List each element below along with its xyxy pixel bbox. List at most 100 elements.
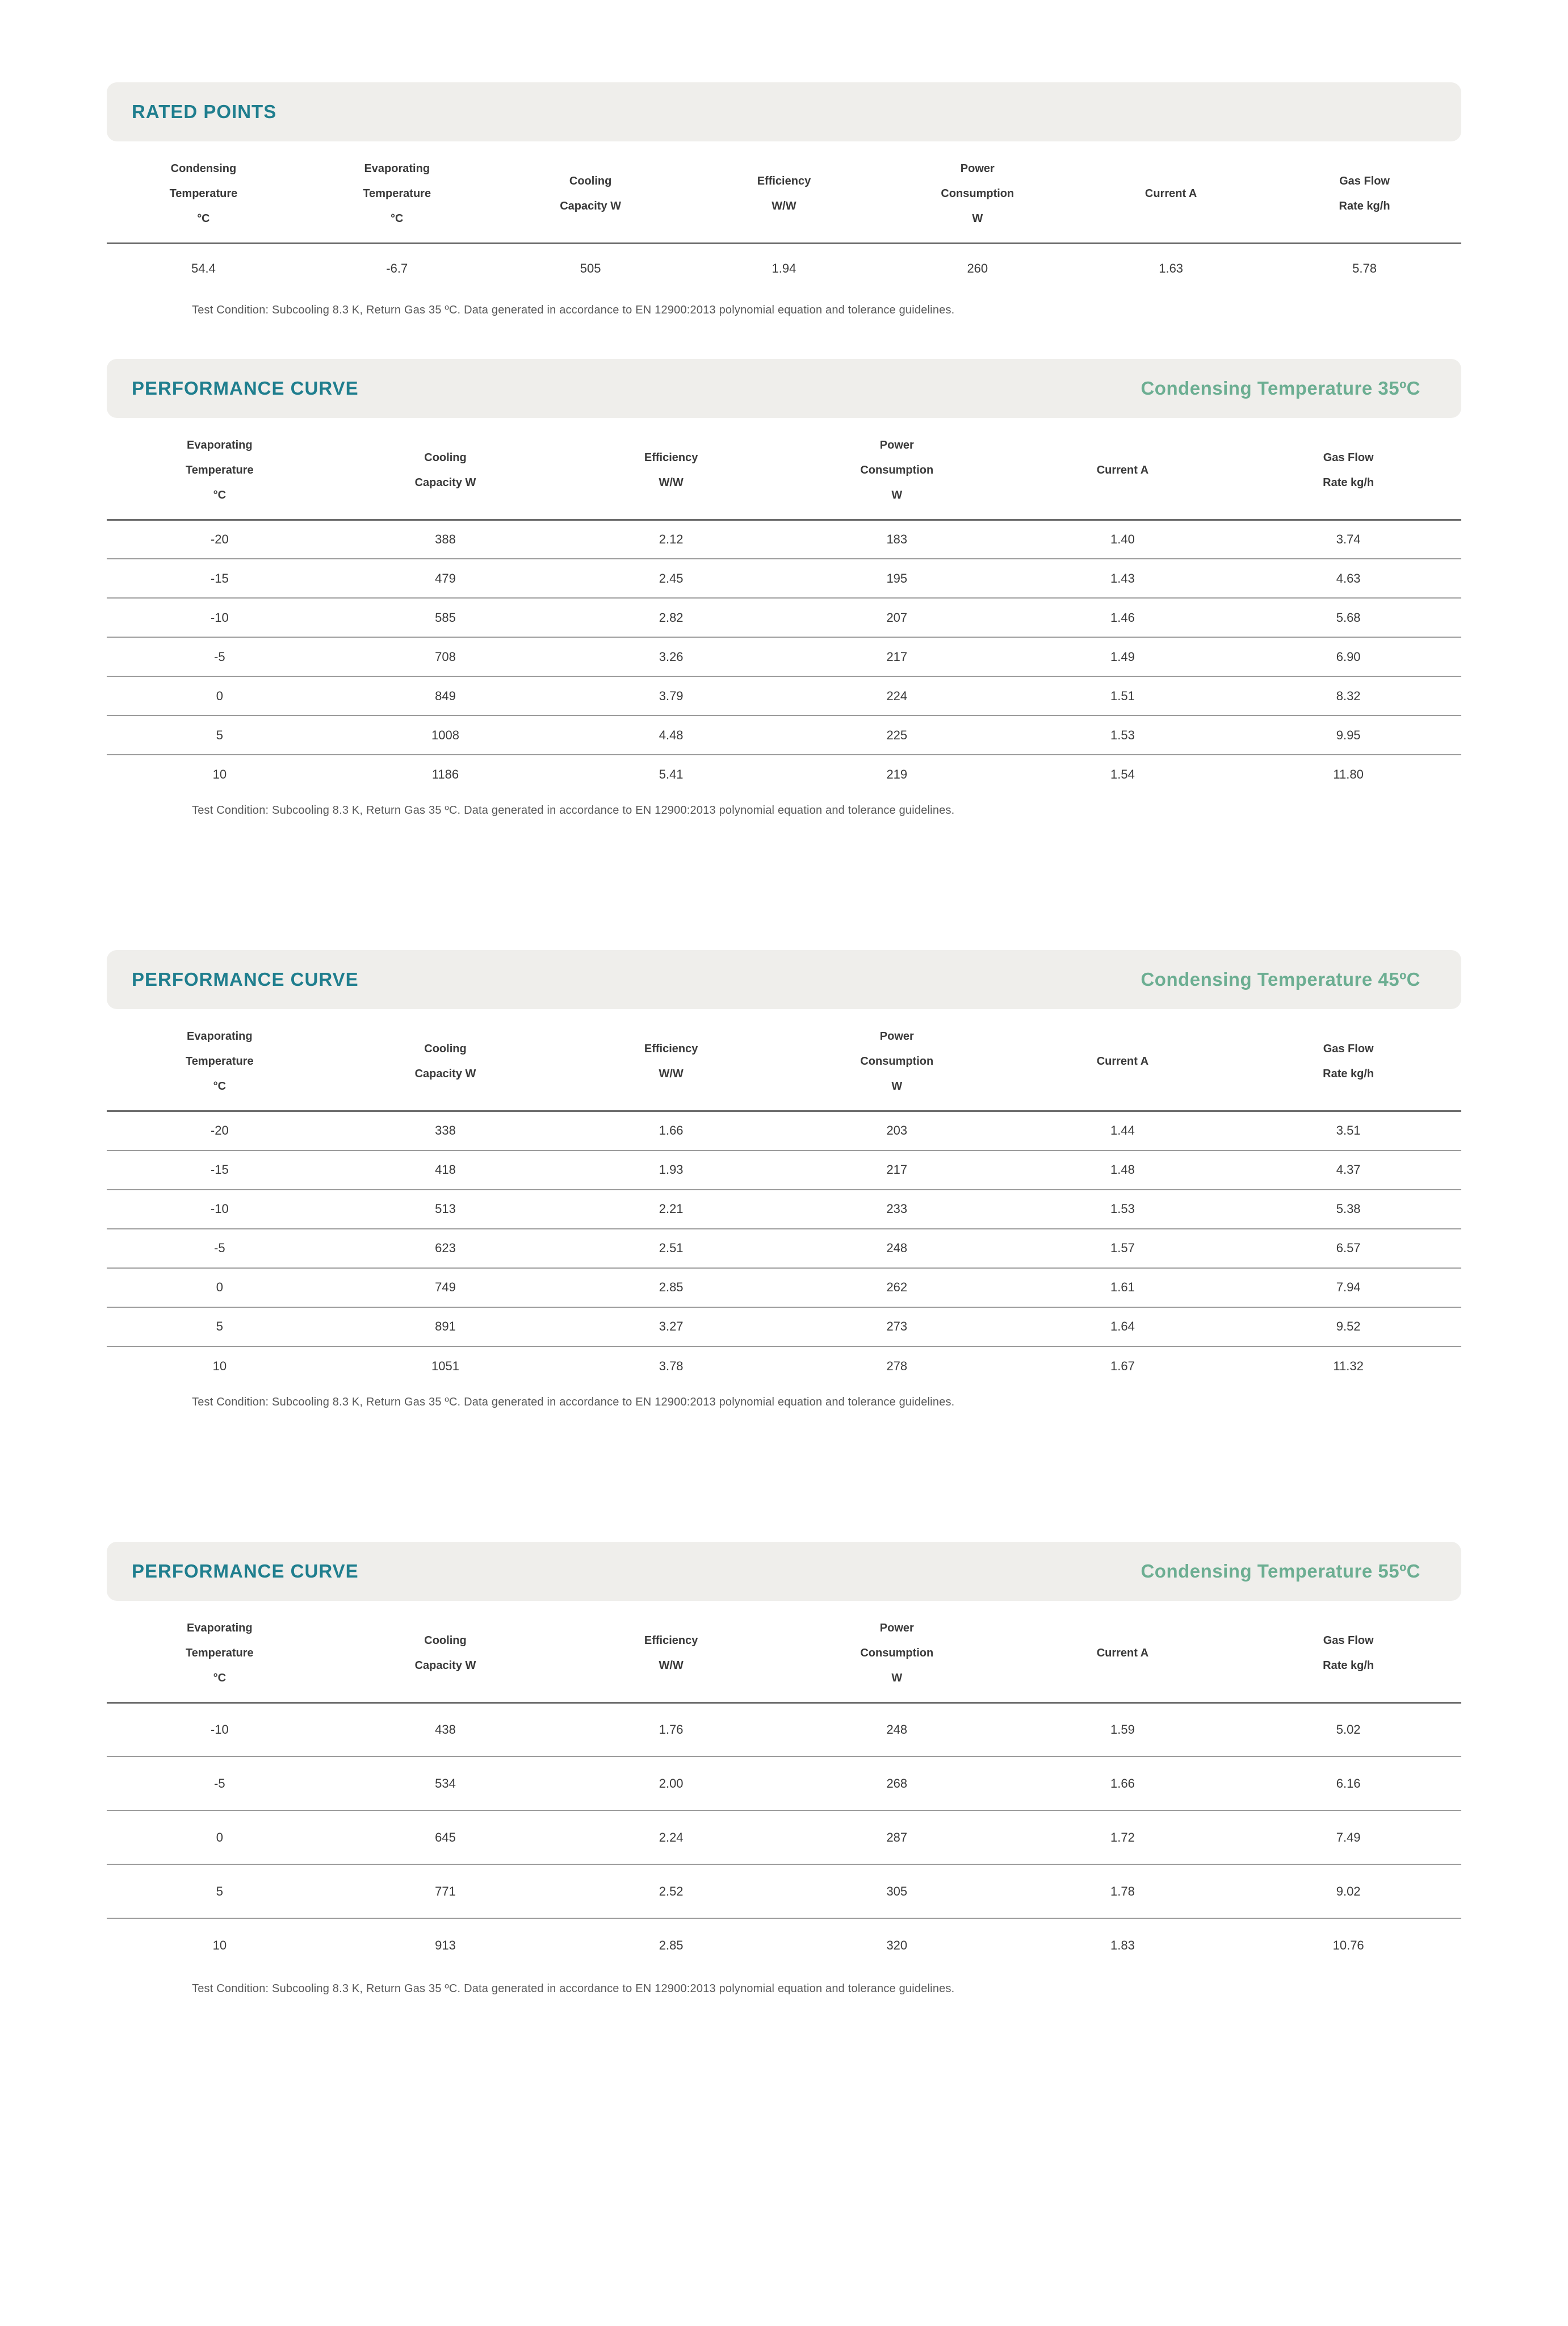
table-cell: 217 bbox=[886, 649, 908, 664]
table-cell: 195 bbox=[886, 571, 908, 585]
table-cell: 262 bbox=[886, 1280, 908, 1294]
table-row: 10 1051 3.78 278 1.67 11.32 bbox=[107, 1346, 1461, 1386]
column-header: Cooling Capacity W bbox=[560, 175, 622, 212]
table-cell: 10 bbox=[212, 767, 227, 781]
table-cell: 1.66 bbox=[1110, 1776, 1135, 1790]
table-header-row: Condensing Temperature °C Evaporating Tem… bbox=[107, 141, 1461, 244]
table-header-row-group: Condensing Temperature °C Evaporating Tem… bbox=[107, 141, 1461, 244]
table-cell: 1.57 bbox=[1110, 1241, 1135, 1255]
table-row: -20 388 2.12 183 1.40 3.74 bbox=[107, 520, 1461, 559]
section-title: PERFORMANCE CURVE bbox=[132, 377, 359, 399]
table-cell: 3.51 bbox=[1336, 1123, 1361, 1138]
table-cell: -10 bbox=[210, 610, 229, 625]
table-cell: 1.43 bbox=[1110, 571, 1135, 585]
table-cell: -15 bbox=[210, 571, 229, 585]
performance-curve-35-header-band: PERFORMANCE CURVE Condensing Temperature… bbox=[107, 358, 1461, 418]
table-cell: 207 bbox=[886, 610, 908, 625]
table-cell: 183 bbox=[886, 532, 908, 546]
table-row: 5 771 2.52 305 1.78 9.02 bbox=[107, 1864, 1461, 1918]
column-header: Efficiency W/W bbox=[644, 451, 698, 489]
table-cell: 1.53 bbox=[1110, 1202, 1135, 1216]
table-cell: 219 bbox=[886, 767, 908, 781]
condensing-temperature-label: Condensing Temperature 55ºC bbox=[1141, 1560, 1420, 1582]
table-cell: 1.76 bbox=[659, 1722, 684, 1737]
table-cell: 233 bbox=[886, 1202, 908, 1216]
column-header: Gas Flow Rate kg/h bbox=[1323, 1043, 1374, 1080]
table-cell: 585 bbox=[435, 610, 456, 625]
column-header: Evaporating Temperature °C bbox=[363, 162, 431, 225]
table-cell: 10 bbox=[212, 1938, 227, 1952]
column-header: Efficiency W/W bbox=[644, 1043, 698, 1080]
column-header: Evaporating Temperature °C bbox=[185, 438, 254, 501]
table-cell: 1.49 bbox=[1110, 649, 1135, 664]
table-cell: 5 bbox=[216, 1884, 223, 1898]
table-cell: 1.59 bbox=[1110, 1722, 1135, 1737]
table-row: 10 1186 5.41 219 1.54 11.80 bbox=[107, 755, 1461, 794]
table-row: -5 708 3.26 217 1.49 6.90 bbox=[107, 637, 1461, 676]
table-row: -10 585 2.82 207 1.46 5.68 bbox=[107, 598, 1461, 637]
table-cell: 5.41 bbox=[659, 767, 684, 781]
table-cell: 54.4 bbox=[191, 261, 216, 276]
table-cell: 9.02 bbox=[1336, 1884, 1361, 1898]
table-cell: -10 bbox=[210, 1722, 229, 1737]
table-row: -5 534 2.00 268 1.66 6.16 bbox=[107, 1756, 1461, 1810]
table-cell: 5 bbox=[216, 1319, 223, 1333]
test-condition-note: Test Condition: Subcooling 8.3 K, Return… bbox=[192, 804, 955, 817]
table-cell: 6.16 bbox=[1336, 1776, 1361, 1790]
table-row: 5 1008 4.48 225 1.53 9.95 bbox=[107, 716, 1461, 755]
section-title: PERFORMANCE CURVE bbox=[132, 1560, 359, 1582]
performance-curve-45-section: PERFORMANCE CURVE Condensing Temperature… bbox=[107, 950, 1461, 1409]
table-body: 54.4 -6.7 505 1.94 260 1.63 5.78 bbox=[107, 244, 1461, 294]
table-cell: 388 bbox=[435, 532, 456, 546]
table-cell: 534 bbox=[435, 1776, 456, 1790]
column-header: Cooling Capacity W bbox=[414, 1634, 476, 1672]
table-cell: 3.27 bbox=[659, 1319, 684, 1333]
table-cell: 0 bbox=[216, 1830, 223, 1844]
table-cell: 623 bbox=[435, 1241, 456, 1255]
table-cell: 6.90 bbox=[1336, 649, 1361, 664]
table-cell: 5 bbox=[216, 727, 223, 742]
rated-points-section: RATED POINTS Condensing Temperature °C Ev… bbox=[107, 82, 1461, 317]
table-cell: 418 bbox=[435, 1162, 456, 1177]
table-cell: 4.48 bbox=[659, 727, 684, 742]
table-cell: 338 bbox=[435, 1123, 456, 1138]
table-header-row: Evaporating Temperature °C Cooling Capaci… bbox=[107, 418, 1461, 520]
table-cell: 1.46 bbox=[1110, 610, 1135, 625]
table-cell: 4.37 bbox=[1336, 1162, 1361, 1177]
performance-curve-55-table: Evaporating Temperature °C Cooling Capaci… bbox=[107, 1601, 1461, 1973]
table-cell: 273 bbox=[886, 1319, 908, 1333]
table-row: -15 479 2.45 195 1.43 4.63 bbox=[107, 559, 1461, 598]
test-condition-note: Test Condition: Subcooling 8.3 K, Return… bbox=[192, 303, 955, 316]
table-cell: 217 bbox=[886, 1162, 908, 1177]
table-cell: 2.82 bbox=[659, 610, 684, 625]
column-header: Efficiency W/W bbox=[757, 175, 811, 212]
table-cell: 1.66 bbox=[659, 1123, 684, 1138]
column-header: Gas Flow Rate kg/h bbox=[1323, 451, 1374, 489]
table-cell: 1.54 bbox=[1110, 767, 1135, 781]
table-row: -5 623 2.51 248 1.57 6.57 bbox=[107, 1228, 1461, 1268]
section-title: RATED POINTS bbox=[132, 101, 277, 122]
table-cell: -10 bbox=[210, 1202, 229, 1216]
table-cell: 2.12 bbox=[659, 532, 684, 546]
table-cell: 2.24 bbox=[659, 1830, 684, 1844]
table-row: 54.4 -6.7 505 1.94 260 1.63 5.78 bbox=[107, 244, 1461, 294]
table-cell: -6.7 bbox=[386, 261, 408, 276]
table-cell: 1.44 bbox=[1110, 1123, 1135, 1138]
table-header-row-group: Evaporating Temperature °C Cooling Capaci… bbox=[107, 1601, 1461, 1702]
table-cell: 248 bbox=[886, 1722, 908, 1737]
table-header-row: Evaporating Temperature °C Cooling Capaci… bbox=[107, 1601, 1461, 1702]
condensing-temperature-label: Condensing Temperature 35ºC bbox=[1141, 377, 1420, 399]
table-cell: 5.78 bbox=[1352, 261, 1377, 276]
column-header: Evaporating Temperature °C bbox=[185, 1621, 254, 1684]
column-header: Efficiency W/W bbox=[644, 1634, 698, 1672]
column-header: Current A bbox=[1096, 463, 1149, 476]
table-cell: 3.79 bbox=[659, 688, 684, 703]
column-header: Power Consumption W bbox=[860, 438, 934, 501]
table-cell: 2.21 bbox=[659, 1202, 684, 1216]
test-condition-note: Test Condition: Subcooling 8.3 K, Return… bbox=[192, 1982, 955, 1995]
table-cell: 225 bbox=[886, 727, 908, 742]
column-header: Current A bbox=[1096, 1055, 1149, 1068]
table-body: -20 338 1.66 203 1.44 3.51 -15 418 1.93 217 1.48 4.… bbox=[107, 1111, 1461, 1386]
table-cell: -5 bbox=[214, 1241, 225, 1255]
table-cell: 2.45 bbox=[659, 571, 684, 585]
